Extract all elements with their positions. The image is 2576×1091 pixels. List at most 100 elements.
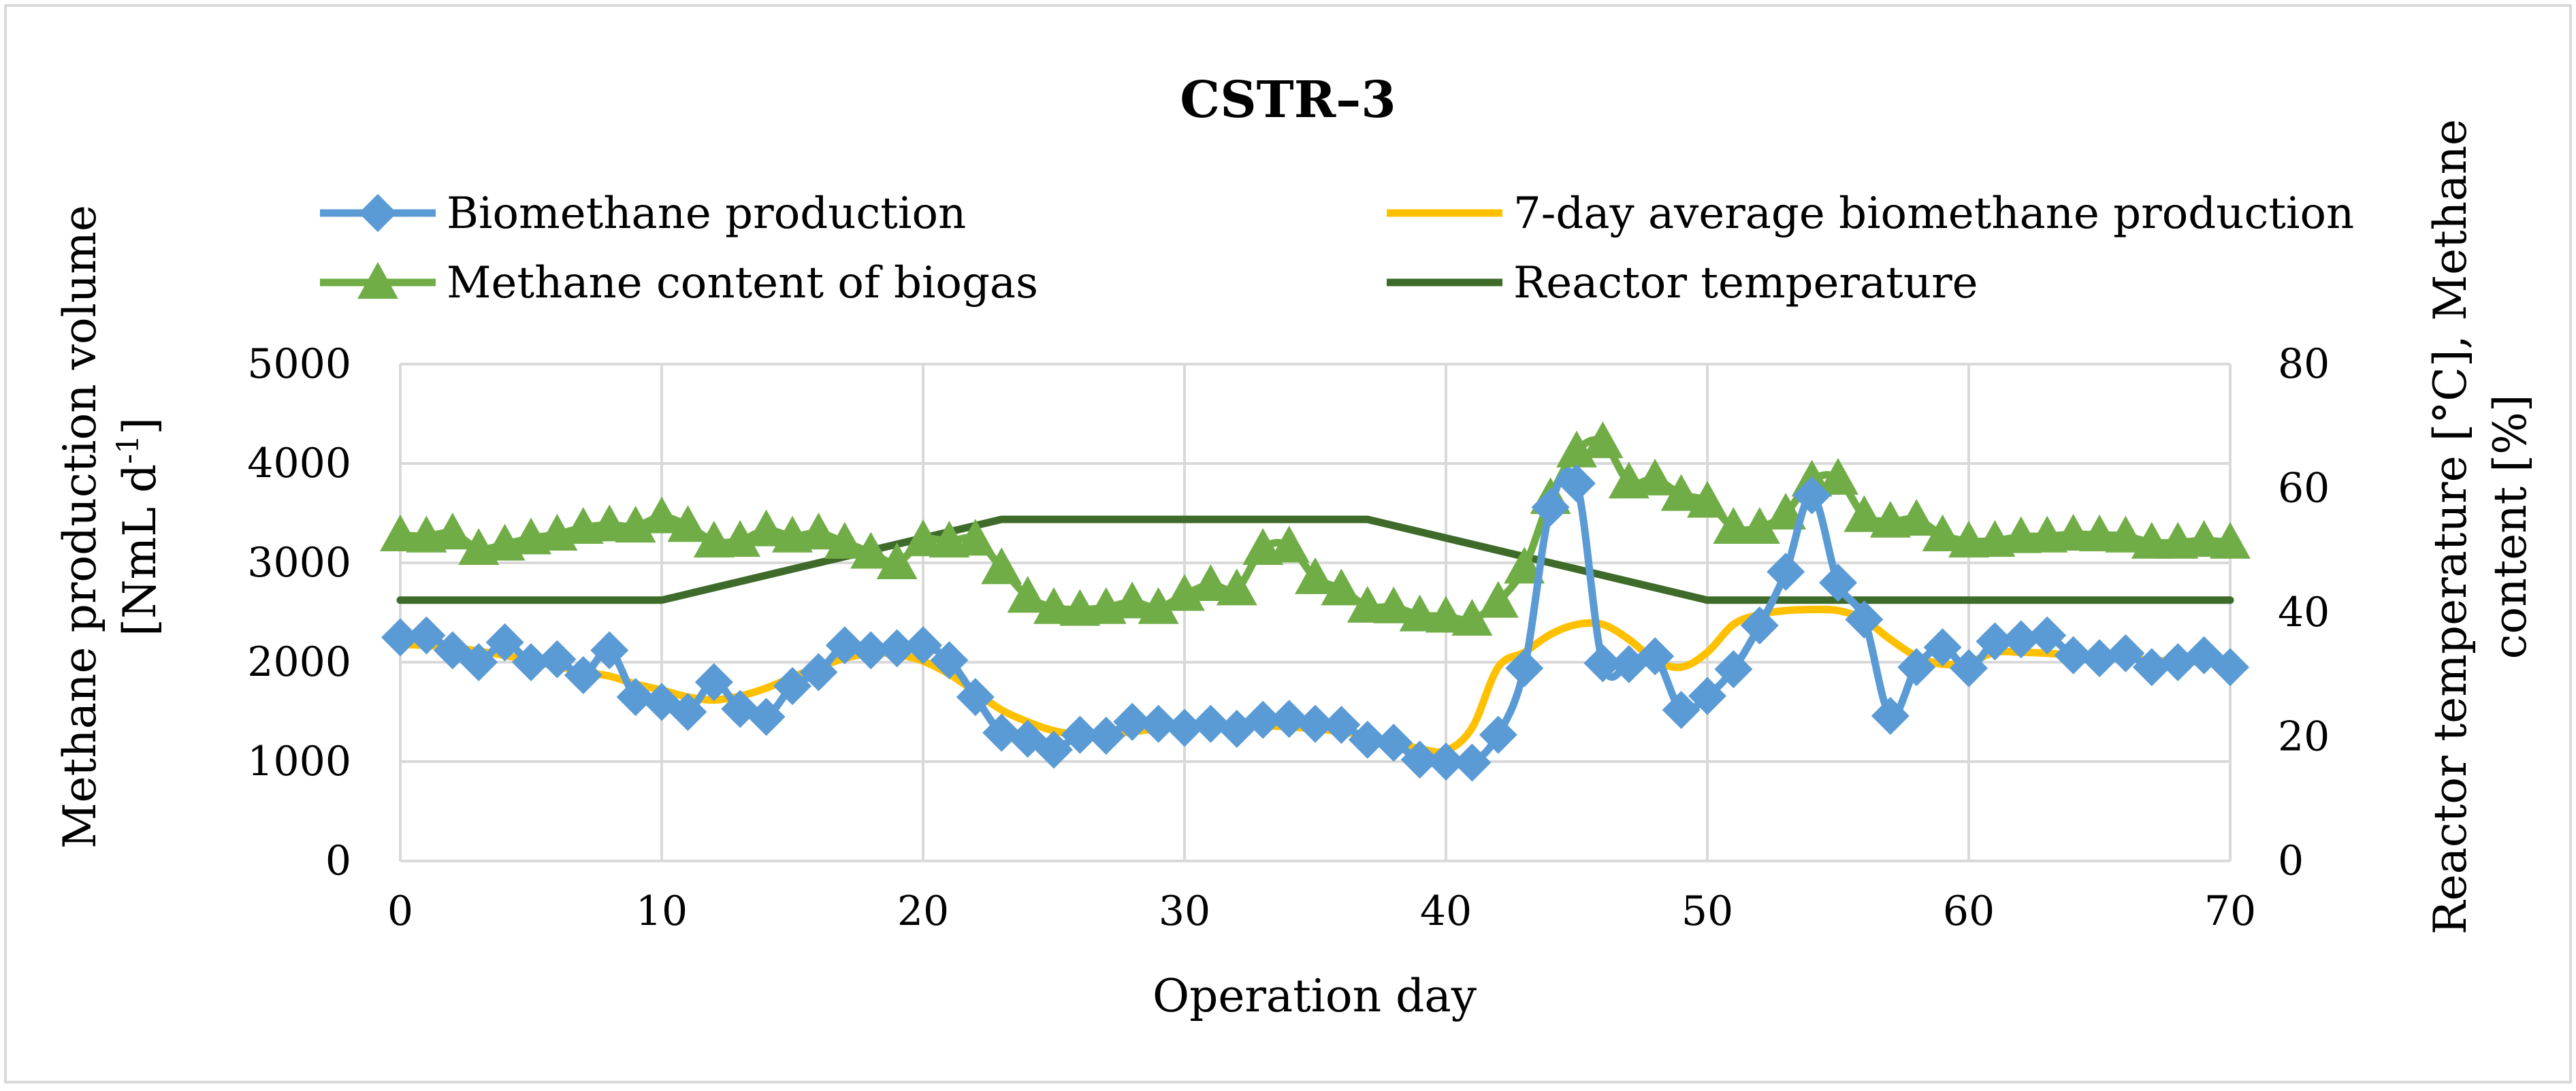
y-axis-title-part-b: ] xyxy=(114,417,166,435)
chart-title: CSTR–3 xyxy=(1180,71,1396,129)
point-biomethane-production-25 xyxy=(1035,730,1073,769)
legend-item-methane-content-of-biogas: Methane content of biogas xyxy=(320,258,1038,308)
point-biomethane-production-39 xyxy=(1400,740,1439,779)
point-methane-content-of-biogas-23 xyxy=(981,547,1023,585)
point-biomethane-production-8 xyxy=(590,631,629,670)
x-tick-label-0: 0 xyxy=(387,888,413,935)
y-tick-label-4000: 4000 xyxy=(247,440,351,487)
point-biomethane-production-62 xyxy=(2001,620,2040,659)
axes: 0 10 20 30 40 50 60 70 0 1000 2000 3000 4000 5000 0 20 4… xyxy=(247,340,2330,935)
point-biomethane-production-53 xyxy=(1767,553,1805,591)
point-biomethane-production-57 xyxy=(1871,696,1910,735)
x-tick-label-50: 50 xyxy=(1681,888,1733,935)
series-biomethane-production xyxy=(381,464,2249,782)
point-biomethane-production-70 xyxy=(2211,648,2249,687)
y2-tick-label-60: 60 xyxy=(2278,465,2330,512)
point-biomethane-production-30 xyxy=(1165,709,1204,747)
point-biomethane-production-63 xyxy=(2028,616,2067,655)
point-methane-content-of-biogas-34 xyxy=(1268,525,1310,563)
point-biomethane-production-1 xyxy=(407,616,446,655)
y2-axis-title-line-1: Reactor temperature [°C], Methane xyxy=(2424,119,2477,934)
point-methane-content-of-biogas-30 xyxy=(1164,574,1205,611)
y-tick-label-5000: 5000 xyxy=(247,340,351,388)
x-axis-title: Operation day xyxy=(1153,970,1477,1022)
point-biomethane-production-12 xyxy=(694,663,733,702)
point-methane-content-of-biogas-59 xyxy=(1922,514,1963,551)
y2-tick-label-80: 80 xyxy=(2278,340,2330,388)
point-biomethane-production-18 xyxy=(852,631,890,670)
point-biomethane-production-60 xyxy=(1950,649,1988,687)
point-methane-content-of-biogas-69 xyxy=(2183,520,2225,557)
point-biomethane-production-22 xyxy=(956,678,995,717)
point-biomethane-production-50 xyxy=(1688,677,1726,715)
point-methane-content-of-biogas-29 xyxy=(1138,587,1179,624)
point-methane-content-of-biogas-32 xyxy=(1216,568,1257,606)
point-biomethane-production-40 xyxy=(1427,743,1465,781)
point-biomethane-production-27 xyxy=(1086,717,1125,755)
point-methane-content-of-biogas-22 xyxy=(954,519,996,556)
x-tick-label-20: 20 xyxy=(897,888,949,935)
point-methane-content-of-biogas-25 xyxy=(1033,587,1074,624)
point-biomethane-production-4 xyxy=(485,623,524,662)
point-biomethane-production-45 xyxy=(1558,464,1596,503)
x-tick-label-60: 60 xyxy=(1943,888,1995,935)
point-biomethane-production-59 xyxy=(1923,628,1962,667)
point-methane-content-of-biogas-64 xyxy=(2052,514,2094,551)
y-tick-label-3000: 3000 xyxy=(247,539,351,587)
grid xyxy=(400,363,2232,861)
legend-item-biomethane-production: Biomethane production xyxy=(320,189,966,239)
point-biomethane-production-31 xyxy=(1191,704,1230,743)
y-axis-title-line-1: Methane production volume xyxy=(54,205,106,849)
point-biomethane-production-5 xyxy=(512,643,550,681)
series-line-reactor-temperature xyxy=(396,515,2234,604)
point-methane-content-of-biogas-53 xyxy=(1765,493,1807,530)
point-methane-content-of-biogas-46 xyxy=(1582,421,1624,459)
point-biomethane-production-23 xyxy=(982,713,1021,752)
point-methane-content-of-biogas-9 xyxy=(615,506,656,543)
point-methane-content-of-biogas-40 xyxy=(1426,596,1466,633)
point-biomethane-production-33 xyxy=(1244,700,1283,739)
point-biomethane-production-56 xyxy=(1845,600,1884,639)
y-tick-label-0: 0 xyxy=(325,837,351,885)
series-methane-content-of-biogas xyxy=(380,421,2251,636)
legend-marker-methane-content-of-biogas xyxy=(357,262,398,299)
y-axis-title-part-a: [NmL d xyxy=(114,464,166,636)
point-biomethane-production-11 xyxy=(669,693,707,731)
point-methane-content-of-biogas-19 xyxy=(876,542,918,579)
y2-axis-title: Reactor temperature [°C], Methane conten… xyxy=(2424,119,2537,934)
point-methane-content-of-biogas-8 xyxy=(589,504,630,542)
point-biomethane-production-43 xyxy=(1505,649,1544,687)
series-reactor-temperature xyxy=(396,515,2234,604)
x-tick-label-70: 70 xyxy=(2204,888,2256,935)
legend-label-7-day-average-biomethane-production: 7-day average biomethane production xyxy=(1513,189,2354,239)
point-methane-content-of-biogas-37 xyxy=(1347,585,1388,623)
point-methane-content-of-biogas-70 xyxy=(2210,521,2251,559)
point-biomethane-production-14 xyxy=(747,698,786,736)
point-methane-content-of-biogas-48 xyxy=(1635,458,1676,495)
point-biomethane-production-49 xyxy=(1662,691,1701,730)
point-methane-content-of-biogas-66 xyxy=(2105,515,2146,553)
x-tick-label-40: 40 xyxy=(1420,888,1472,935)
legend-label-methane-content-of-biogas: Methane content of biogas xyxy=(447,258,1038,308)
point-methane-content-of-biogas-39 xyxy=(1399,594,1440,632)
point-methane-content-of-biogas-60 xyxy=(1948,521,1989,558)
point-methane-content-of-biogas-20 xyxy=(903,519,944,557)
point-methane-content-of-biogas-41 xyxy=(1451,599,1493,636)
point-biomethane-production-20 xyxy=(904,626,942,665)
point-biomethane-production-46 xyxy=(1583,644,1622,683)
point-biomethane-production-61 xyxy=(1976,622,2014,661)
x-tick-label-30: 30 xyxy=(1159,888,1210,935)
legend-item-7-day-average-biomethane-production: 7-day average biomethane production xyxy=(1387,189,2354,239)
point-methane-content-of-biogas-17 xyxy=(824,521,865,559)
point-methane-content-of-biogas-24 xyxy=(1007,576,1048,613)
point-methane-content-of-biogas-0 xyxy=(380,514,421,551)
point-methane-content-of-biogas-2 xyxy=(432,512,473,550)
y2-tick-label-40: 40 xyxy=(2278,589,2330,636)
point-methane-content-of-biogas-16 xyxy=(798,512,839,550)
point-biomethane-production-9 xyxy=(616,678,655,717)
point-methane-content-of-biogas-18 xyxy=(850,532,892,569)
point-methane-content-of-biogas-10 xyxy=(641,496,682,534)
point-methane-content-of-biogas-62 xyxy=(2000,516,2042,553)
point-biomethane-production-6 xyxy=(538,640,577,679)
